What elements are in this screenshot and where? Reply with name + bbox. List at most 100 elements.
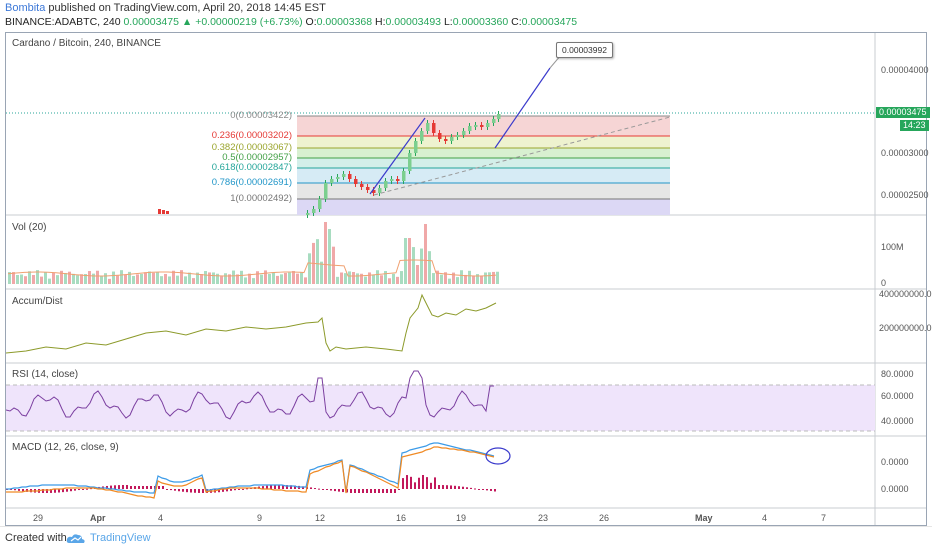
volume-bar	[288, 272, 291, 284]
macd-bar	[402, 478, 404, 489]
volume-bar	[408, 237, 411, 284]
volume-bar	[92, 273, 95, 284]
macd-bar	[170, 489, 172, 491]
volume-bar	[372, 274, 375, 284]
candle	[318, 199, 322, 209]
created-with-label: Created with	[5, 532, 67, 544]
macd-bar	[490, 489, 492, 491]
macd-bar	[178, 489, 180, 492]
volume-bar	[28, 271, 31, 284]
fib-retracement[interactable]	[297, 115, 670, 215]
rsi-band	[6, 385, 875, 431]
low-value: 0.00003360	[452, 16, 509, 28]
volume-bar	[348, 271, 351, 284]
macd-bar	[446, 485, 448, 489]
chart-canvas[interactable]	[6, 33, 926, 525]
candle	[468, 126, 472, 131]
volume-bar	[224, 273, 227, 284]
last-price-tag: 0.00003475	[876, 107, 930, 118]
price-tick: 0.00002500	[881, 190, 929, 200]
macd-bar	[230, 489, 232, 491]
fib-zone	[297, 136, 670, 148]
volume-bar	[272, 272, 275, 284]
macd-bar	[442, 485, 444, 489]
macd-bar	[70, 489, 72, 492]
last-price: 0.00003475	[123, 16, 179, 28]
price-tick: 0.00003000	[881, 148, 929, 158]
macd-bar	[434, 477, 436, 489]
macd-bar	[314, 488, 316, 490]
trend-line[interactable]	[373, 116, 671, 196]
volume-bar	[164, 273, 167, 284]
volume-bar	[212, 272, 215, 284]
macd-bar	[286, 485, 288, 489]
macd-bar	[66, 489, 68, 492]
fib-zone	[297, 183, 670, 199]
volume-bar	[324, 222, 327, 284]
macd-bar	[266, 485, 268, 489]
price-candles[interactable]	[158, 111, 501, 218]
volume-bar	[336, 276, 339, 284]
volume-bar	[388, 278, 391, 284]
macd-bar	[190, 489, 192, 493]
accum-tick: 200000000.0	[879, 323, 932, 333]
macd-bar	[202, 489, 204, 493]
macd-bar	[302, 486, 304, 489]
volume-bar	[496, 271, 499, 284]
rsi-tick: 80.0000	[881, 369, 914, 379]
macd-histogram	[6, 475, 496, 493]
chart-container[interactable]: 0.00003992 Cardano / Bitcoin, 240, BINAN…	[5, 32, 932, 526]
macd-bar	[354, 489, 356, 493]
highlight-ellipse[interactable]	[485, 447, 511, 465]
macd-bar	[386, 489, 388, 493]
projection-line[interactable]	[369, 117, 426, 195]
ticker-line: BINANCE:ADABTC, 240 0.00003475 ▲ +0.0000…	[5, 16, 577, 28]
volume-bar	[468, 270, 471, 284]
volume-bar	[60, 270, 63, 284]
volume-bar	[156, 271, 159, 284]
time-tick: 7	[821, 513, 827, 523]
candle	[330, 179, 334, 183]
candle	[354, 179, 358, 184]
macd-bar	[486, 489, 488, 491]
time-tick: 12	[315, 513, 326, 523]
volume-bar	[168, 276, 171, 284]
volume-bar	[444, 272, 447, 284]
projection-line[interactable]	[494, 67, 551, 149]
tradingview-brand[interactable]: TradingView	[90, 532, 151, 544]
volume-bar	[264, 270, 267, 284]
volume-bar	[284, 272, 287, 284]
accum-dist-line	[6, 293, 497, 354]
candle	[158, 209, 161, 214]
volume-bar	[48, 278, 51, 284]
macd-bar	[430, 482, 432, 489]
volume-bar	[404, 238, 407, 284]
volume-bar	[292, 270, 295, 284]
macd-bar	[418, 477, 420, 489]
macd-bar	[390, 489, 392, 493]
volume-tick: 0	[881, 278, 887, 288]
price-callout[interactable]: 0.00003992	[556, 42, 613, 58]
candle	[378, 188, 382, 193]
volume-bar	[24, 276, 27, 284]
candle	[486, 123, 490, 127]
volume-bar	[36, 270, 39, 284]
volume-bar	[232, 270, 235, 284]
macd-bar	[262, 486, 264, 489]
fib-zone	[297, 158, 670, 168]
macd-bar	[162, 486, 164, 489]
volume-bar	[140, 273, 143, 284]
volume-bar	[100, 276, 103, 284]
macd-bar	[18, 489, 20, 491]
high-label: H:	[375, 16, 386, 28]
author-link[interactable]: Bombita	[5, 2, 46, 14]
time-tick: 23	[538, 513, 549, 523]
candle	[336, 177, 340, 179]
macd-bar	[414, 482, 416, 489]
macd-bar	[150, 486, 152, 489]
macd-bar	[394, 489, 396, 493]
volume-bar	[472, 275, 475, 284]
volume-bar	[220, 276, 223, 284]
macd-bar	[346, 489, 348, 493]
macd-bar	[350, 489, 352, 493]
